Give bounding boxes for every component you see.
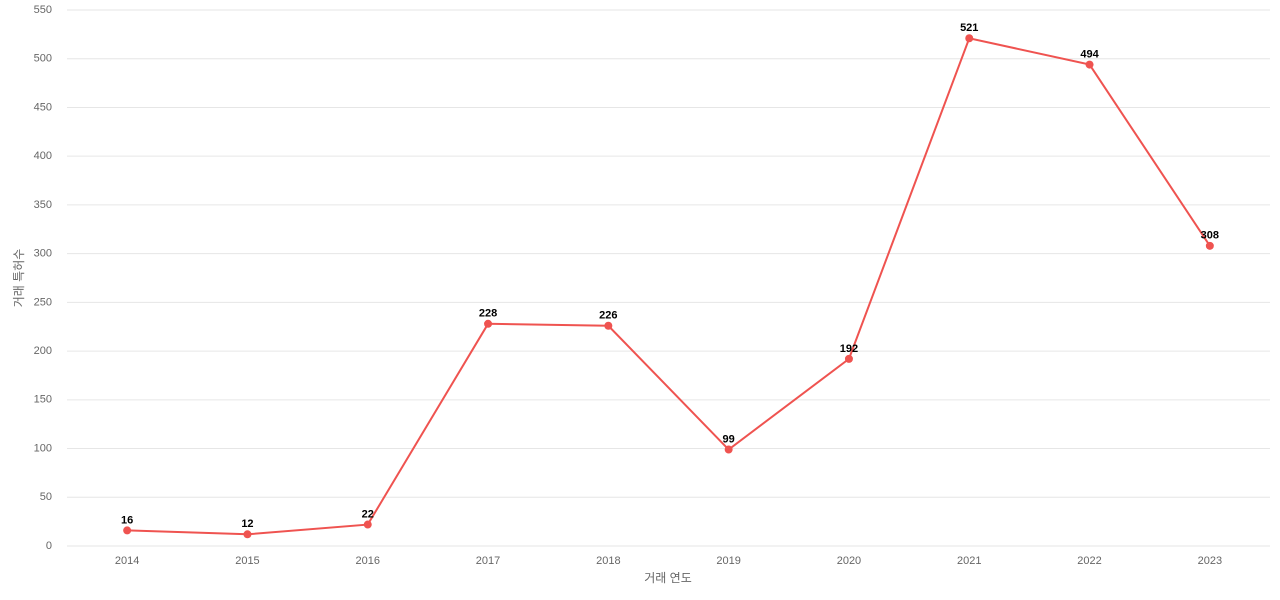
y-tick-label: 50 (40, 491, 52, 503)
x-tick-label: 2020 (837, 555, 861, 567)
data-label: 494 (1080, 48, 1099, 60)
data-label: 99 (723, 433, 735, 445)
data-label: 521 (960, 22, 978, 34)
data-point (604, 321, 613, 330)
data-point (363, 520, 372, 529)
y-tick-label: 150 (34, 394, 52, 406)
data-label: 308 (1201, 230, 1219, 242)
y-tick-label: 300 (34, 248, 52, 260)
y-tick-label: 450 (34, 101, 52, 113)
data-point (123, 526, 132, 535)
y-tick-label: 250 (34, 296, 52, 308)
data-point (1205, 241, 1214, 250)
x-tick-label: 2023 (1198, 555, 1222, 567)
x-tick-label: 2017 (476, 555, 500, 567)
data-point (965, 34, 974, 43)
data-label: 16 (121, 514, 133, 526)
x-axis-title: 거래 연도 (644, 571, 692, 585)
data-point (1085, 60, 1094, 69)
y-tick-label: 550 (34, 4, 52, 16)
y-tick-label: 400 (34, 150, 52, 162)
x-tick-label: 2022 (1077, 555, 1101, 567)
y-tick-label: 100 (34, 442, 52, 454)
x-tick-label: 2019 (716, 555, 740, 567)
data-point (844, 354, 853, 363)
data-point (243, 530, 252, 539)
data-label: 192 (840, 343, 858, 355)
data-label: 226 (599, 310, 617, 322)
data-point (724, 445, 733, 454)
y-tick-label: 350 (34, 199, 52, 211)
y-tick-label: 500 (34, 53, 52, 65)
data-line (127, 37, 1211, 536)
x-tick-label: 2021 (957, 555, 981, 567)
data-point (484, 319, 493, 328)
y-tick-label: 200 (34, 345, 52, 357)
y-axis-title: 거래 특허수 (12, 249, 26, 308)
data-label: 22 (362, 508, 374, 520)
x-tick-label: 2016 (356, 555, 380, 567)
data-label: 12 (241, 518, 253, 530)
data-label: 228 (479, 308, 497, 320)
x-tick-label: 2018 (596, 555, 620, 567)
x-tick-label: 2014 (115, 555, 139, 567)
y-tick-label: 0 (46, 540, 52, 552)
x-tick-label: 2015 (235, 555, 259, 567)
